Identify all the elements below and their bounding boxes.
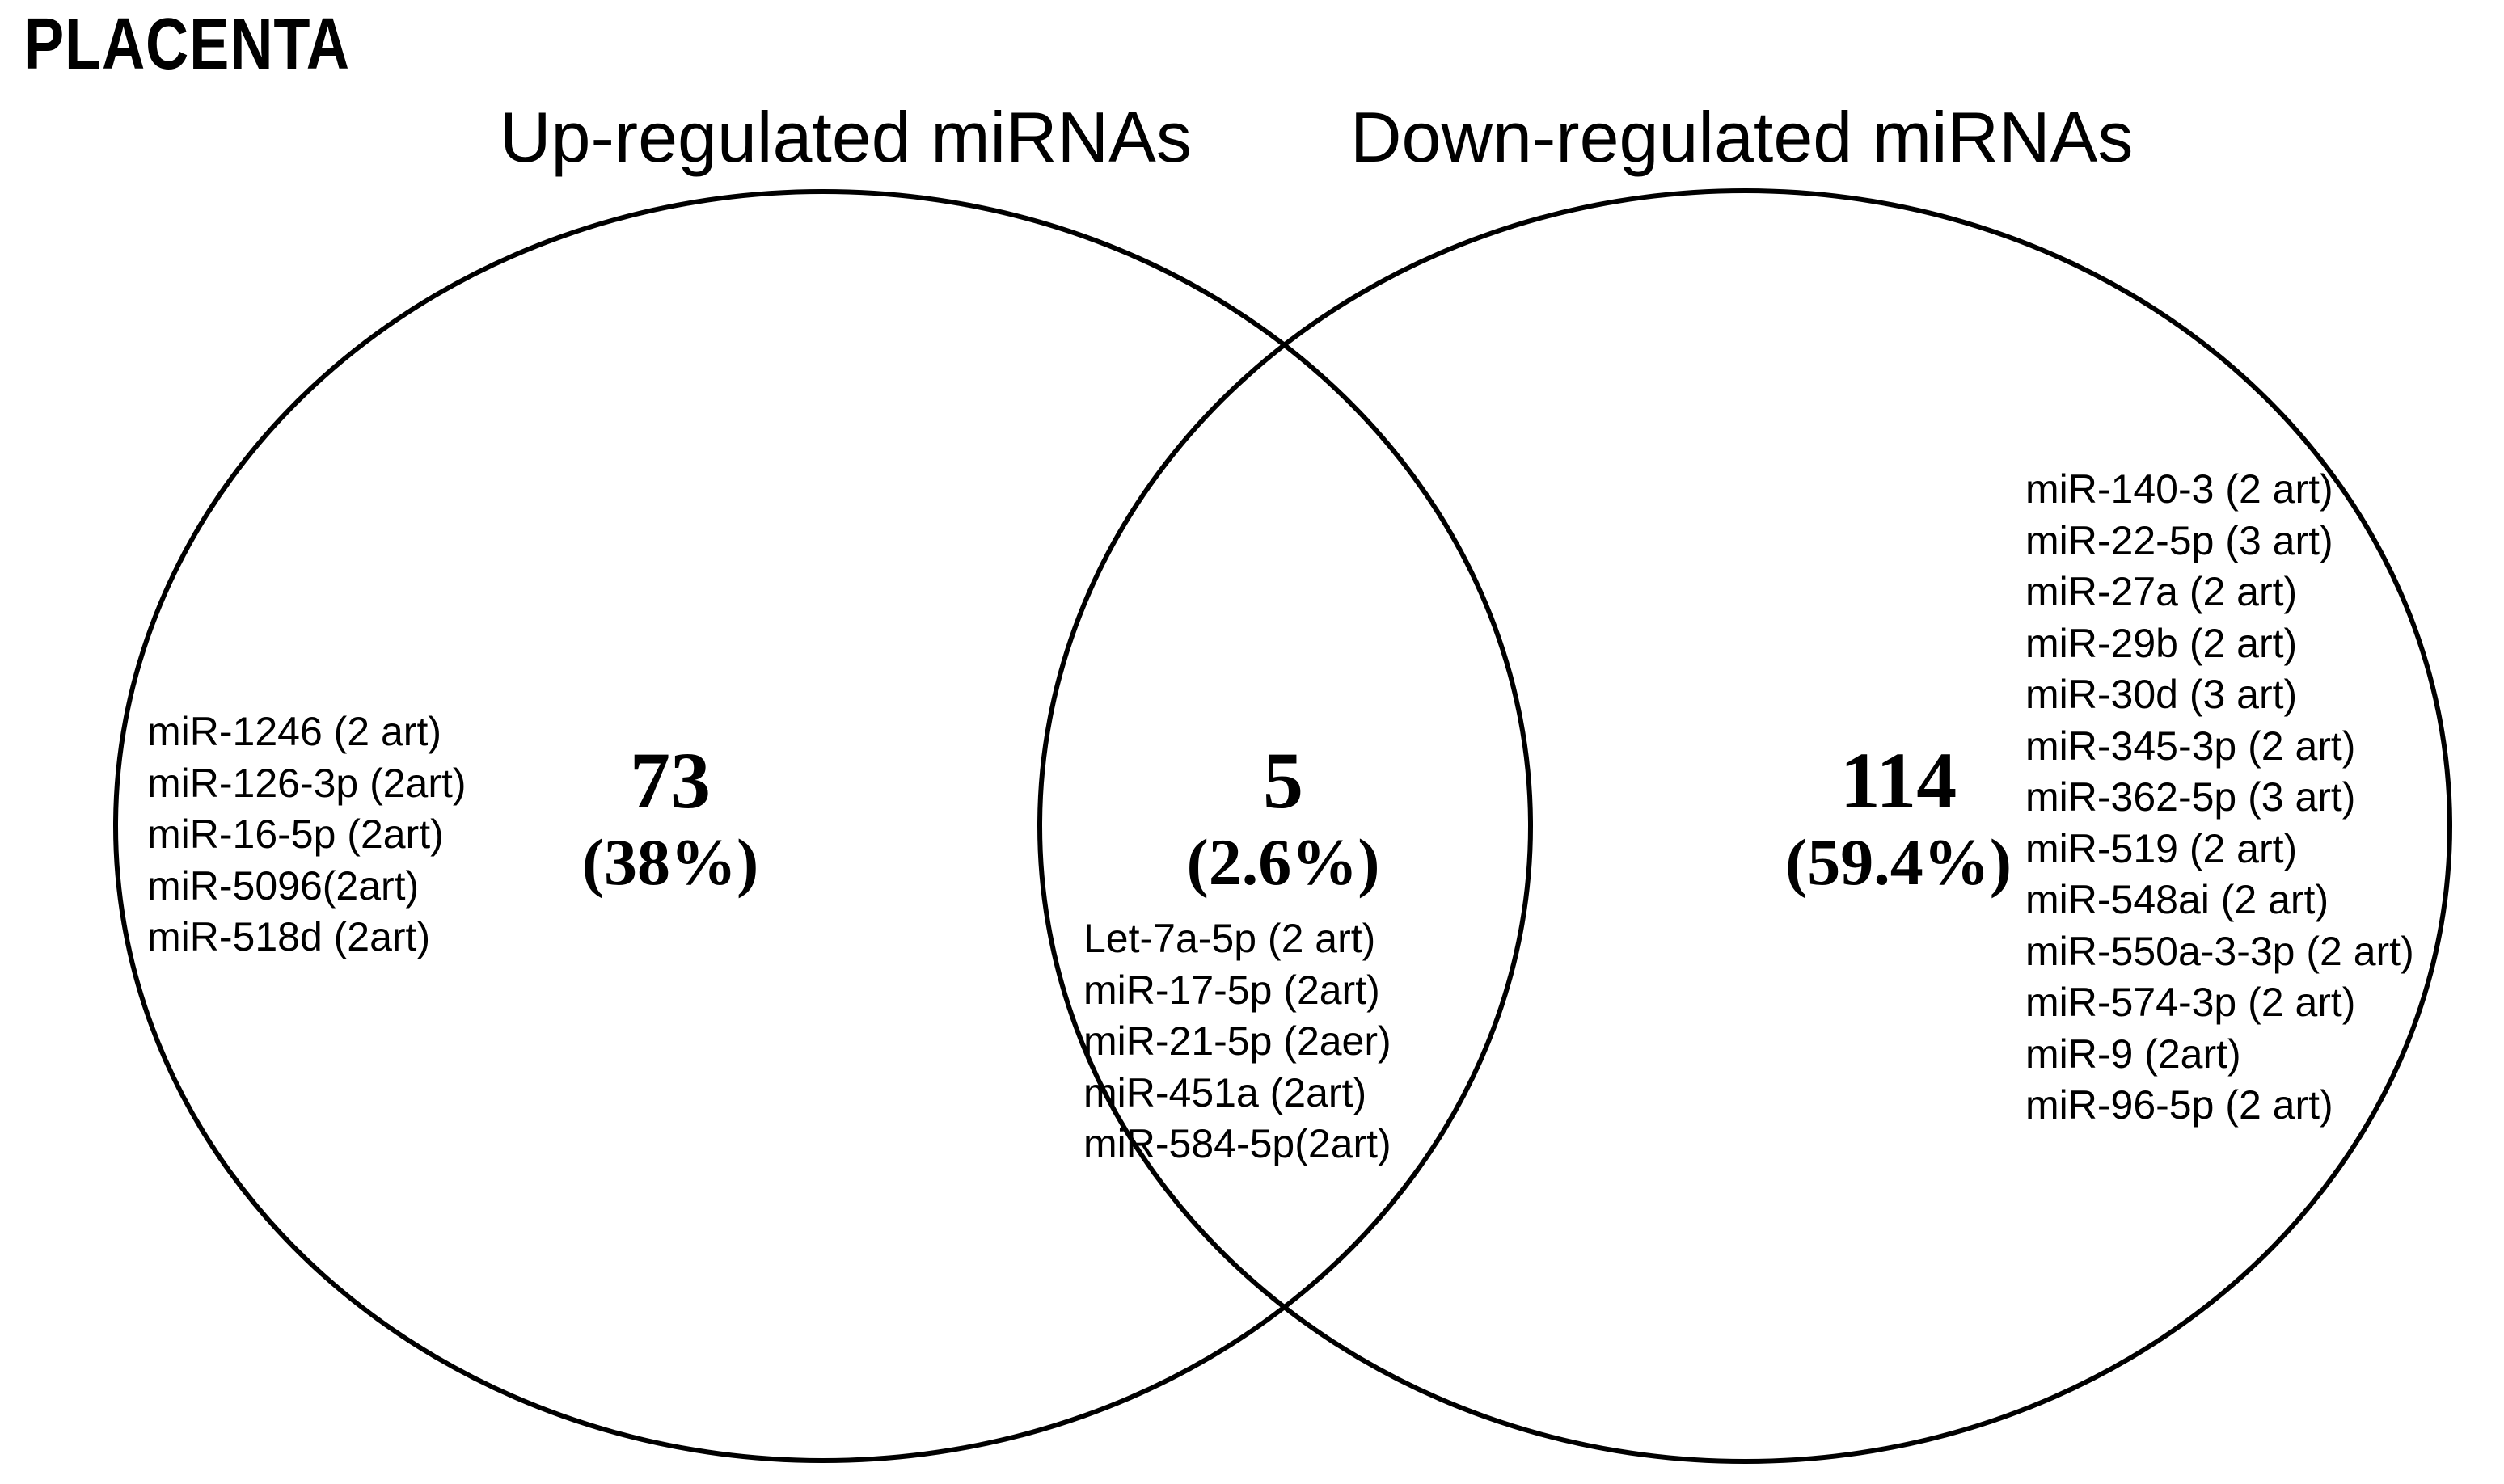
list-item: miR-16-5p (2art) [147,812,444,857]
list-item: miR-17-5p (2art) [1083,967,1380,1013]
list-item: miR-548ai (2 art) [2025,877,2329,922]
list-item: miR-21-5p (2aer) [1083,1018,1391,1064]
list-item: miR-30d (3 art) [2025,672,2298,717]
right-set-label: Down-regulated miRNAs [1350,97,2134,177]
overlap-mirna-list: Let-7a-5p (2 art) miR-17-5p (2art) miR-2… [1083,913,1391,1170]
list-item: miR-29b (2 art) [2025,620,2298,666]
list-item: miR-574-3p (2 art) [2025,980,2356,1025]
figure-title: PLACENTA [24,4,350,85]
overlap-count-value: 5 [1263,736,1303,825]
list-item: miR-519 (2 art) [2025,825,2298,871]
left-set-count-percent: (38%) [581,825,759,899]
list-item: miR-96-5p (2 art) [2025,1082,2333,1128]
list-item: miR-9 (2art) [2025,1031,2241,1077]
right-set-count: 114 (59.4%) [1777,740,2020,896]
list-item: miR-22-5p (3 art) [2025,517,2333,563]
overlap-count: 5 (2.6%) [1162,740,1404,896]
list-item: miR-584-5p(2art) [1083,1121,1391,1166]
right-set-mirna-list: miR-140-3 (2 art) miR-22-5p (3 art) miR-… [2025,464,2414,1132]
list-item: miR-550a-3-3p (2 art) [2025,928,2414,974]
left-set-mirna-list: miR-1246 (2 art) miR-126-3p (2art) miR-1… [147,706,467,963]
right-set-count-percent: (59.4%) [1784,825,2012,899]
left-set-count: 73 (38%) [549,740,792,896]
list-item: miR-5096(2art) [147,862,420,909]
list-item: miR-362-5p (3 art) [2025,774,2356,820]
list-item: miR-126-3p (2art) [147,760,467,806]
list-item: miR-140-3 (2 art) [2025,466,2333,512]
left-set-label: Up-regulated miRNAs [500,97,1192,177]
left-circle [113,189,1533,1463]
list-item: miR-345-3p (2 art) [2025,723,2356,769]
list-item: miR-1246 (2 art) [147,709,441,754]
list-item: Let-7a-5p (2 art) [1083,916,1376,961]
list-item: miR-451a (2art) [1083,1069,1367,1115]
right-set-count-value: 114 [1839,736,1957,825]
list-item: miR-27a (2 art) [2025,569,2298,614]
list-item: miR-518d (2art) [147,914,431,959]
overlap-count-percent: (2.6%) [1186,825,1380,899]
right-circle [1037,188,2452,1464]
left-set-count-value: 73 [630,736,711,825]
